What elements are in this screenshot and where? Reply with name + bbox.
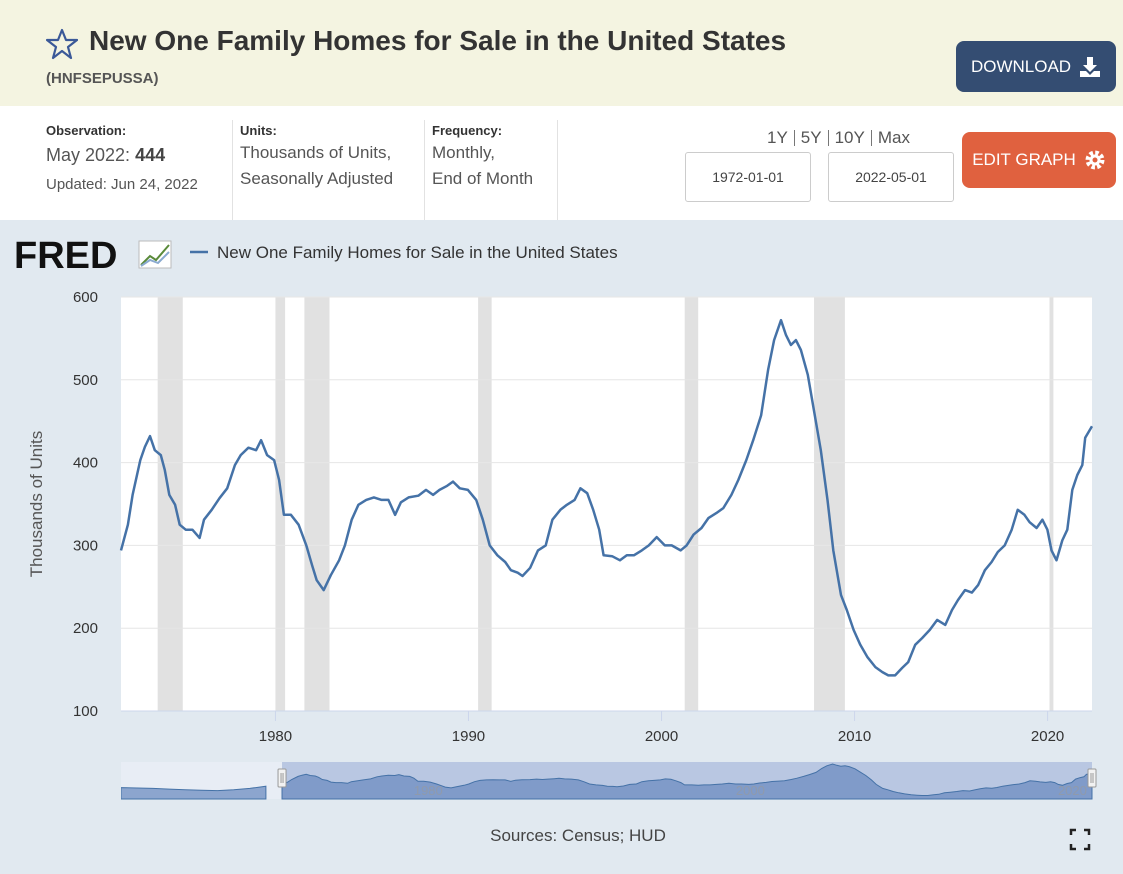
- frequency: Monthly, End of Month: [432, 140, 533, 192]
- header: New One Family Homes for Sale in the Uni…: [0, 0, 1123, 106]
- series-id: (HNFSEPUSSA): [46, 70, 159, 87]
- navigator-tick-label: 2020: [1058, 783, 1087, 798]
- plot-area: [121, 297, 1092, 711]
- frequency-line: End of Month: [432, 169, 534, 188]
- download-icon: [1080, 56, 1101, 77]
- chart: FRED Thousands of Units Sources: Census;…: [0, 220, 1123, 874]
- range-presets: 1Y 5Y 10Y Max: [761, 128, 916, 147]
- favorite-star[interactable]: [46, 28, 78, 60]
- y-tick-label: 600: [73, 289, 98, 306]
- navigator: 1980 2000 2020: [121, 762, 1093, 800]
- edit-graph-button[interactable]: EDIT GRAPH: [962, 132, 1116, 188]
- divider: [557, 120, 558, 220]
- navigator-history: [121, 785, 267, 800]
- start-date[interactable]: 1972-01-01: [685, 152, 811, 202]
- y-tick-label: 300: [73, 537, 98, 554]
- preset[interactable]: 1Y: [767, 128, 788, 147]
- units-line: Thousands of Units,: [240, 143, 392, 162]
- download-label: DOWNLOAD: [970, 56, 1072, 76]
- preset[interactable]: Max: [870, 129, 916, 146]
- observation-period: May 2022:: [46, 145, 131, 165]
- preset[interactable]: 10Y: [827, 129, 871, 146]
- y-tick-label: 500: [73, 372, 98, 389]
- observation-value: 444: [135, 145, 166, 165]
- edit-graph-label: EDIT GRAPH: [972, 150, 1076, 169]
- x-tick-label: 2010: [838, 728, 871, 745]
- x-tick-label: 1980: [259, 728, 292, 745]
- observation-label: Observation:: [46, 123, 127, 138]
- preset[interactable]: 5Y: [793, 129, 828, 146]
- download-button[interactable]: DOWNLOAD: [956, 41, 1116, 92]
- y-tick-label: 200: [73, 620, 98, 637]
- navigator-tick-label: 1980: [414, 783, 443, 798]
- recession-band: [478, 297, 492, 711]
- fullscreen-icon[interactable]: [1069, 828, 1091, 851]
- x-tick-label: 2000: [645, 728, 678, 745]
- frequency-label: Frequency:: [432, 123, 503, 138]
- recession-band: [157, 297, 183, 711]
- source: Sources: Census; HUD: [490, 826, 666, 845]
- series-title: New One Family Homes for Sale in the Uni…: [89, 25, 787, 56]
- y-axis-label: Thousands of Units: [27, 431, 46, 577]
- fred-logo: FRED: [14, 235, 117, 277]
- legend-label: New One Family Homes for Sale in the Uni…: [217, 243, 618, 262]
- frequency-line: Monthly,: [432, 143, 495, 162]
- logo-icon: [138, 240, 172, 269]
- updated: Updated: Jun 24, 2022: [46, 176, 198, 193]
- units-line: Seasonally Adjusted: [240, 169, 394, 188]
- navigator-handle[interactable]: [277, 768, 287, 788]
- recession-band: [275, 297, 286, 711]
- recession-band: [684, 297, 699, 711]
- navigator-handle[interactable]: [1087, 768, 1097, 788]
- divider: [232, 120, 233, 220]
- divider: [424, 120, 425, 220]
- y-tick-label: 100: [73, 703, 98, 720]
- recession-band: [1049, 297, 1054, 711]
- recession-band: [304, 297, 330, 711]
- observation: May 2022: 444: [46, 145, 165, 166]
- navigator-tick-label: 2000: [736, 783, 765, 798]
- series-line: [119, 318, 1094, 677]
- gear-icon: [1085, 150, 1105, 170]
- x-tick-label: 2020: [1031, 728, 1064, 745]
- navigator-series: [281, 763, 1093, 800]
- units-label: Units:: [240, 123, 277, 138]
- recession-band: [814, 297, 845, 711]
- end-date[interactable]: 2022-05-01: [828, 152, 954, 202]
- y-tick-label: 400: [73, 455, 98, 472]
- units: Thousands of Units, Seasonally Adjusted: [240, 140, 393, 192]
- x-tick-label: 1990: [452, 728, 485, 745]
